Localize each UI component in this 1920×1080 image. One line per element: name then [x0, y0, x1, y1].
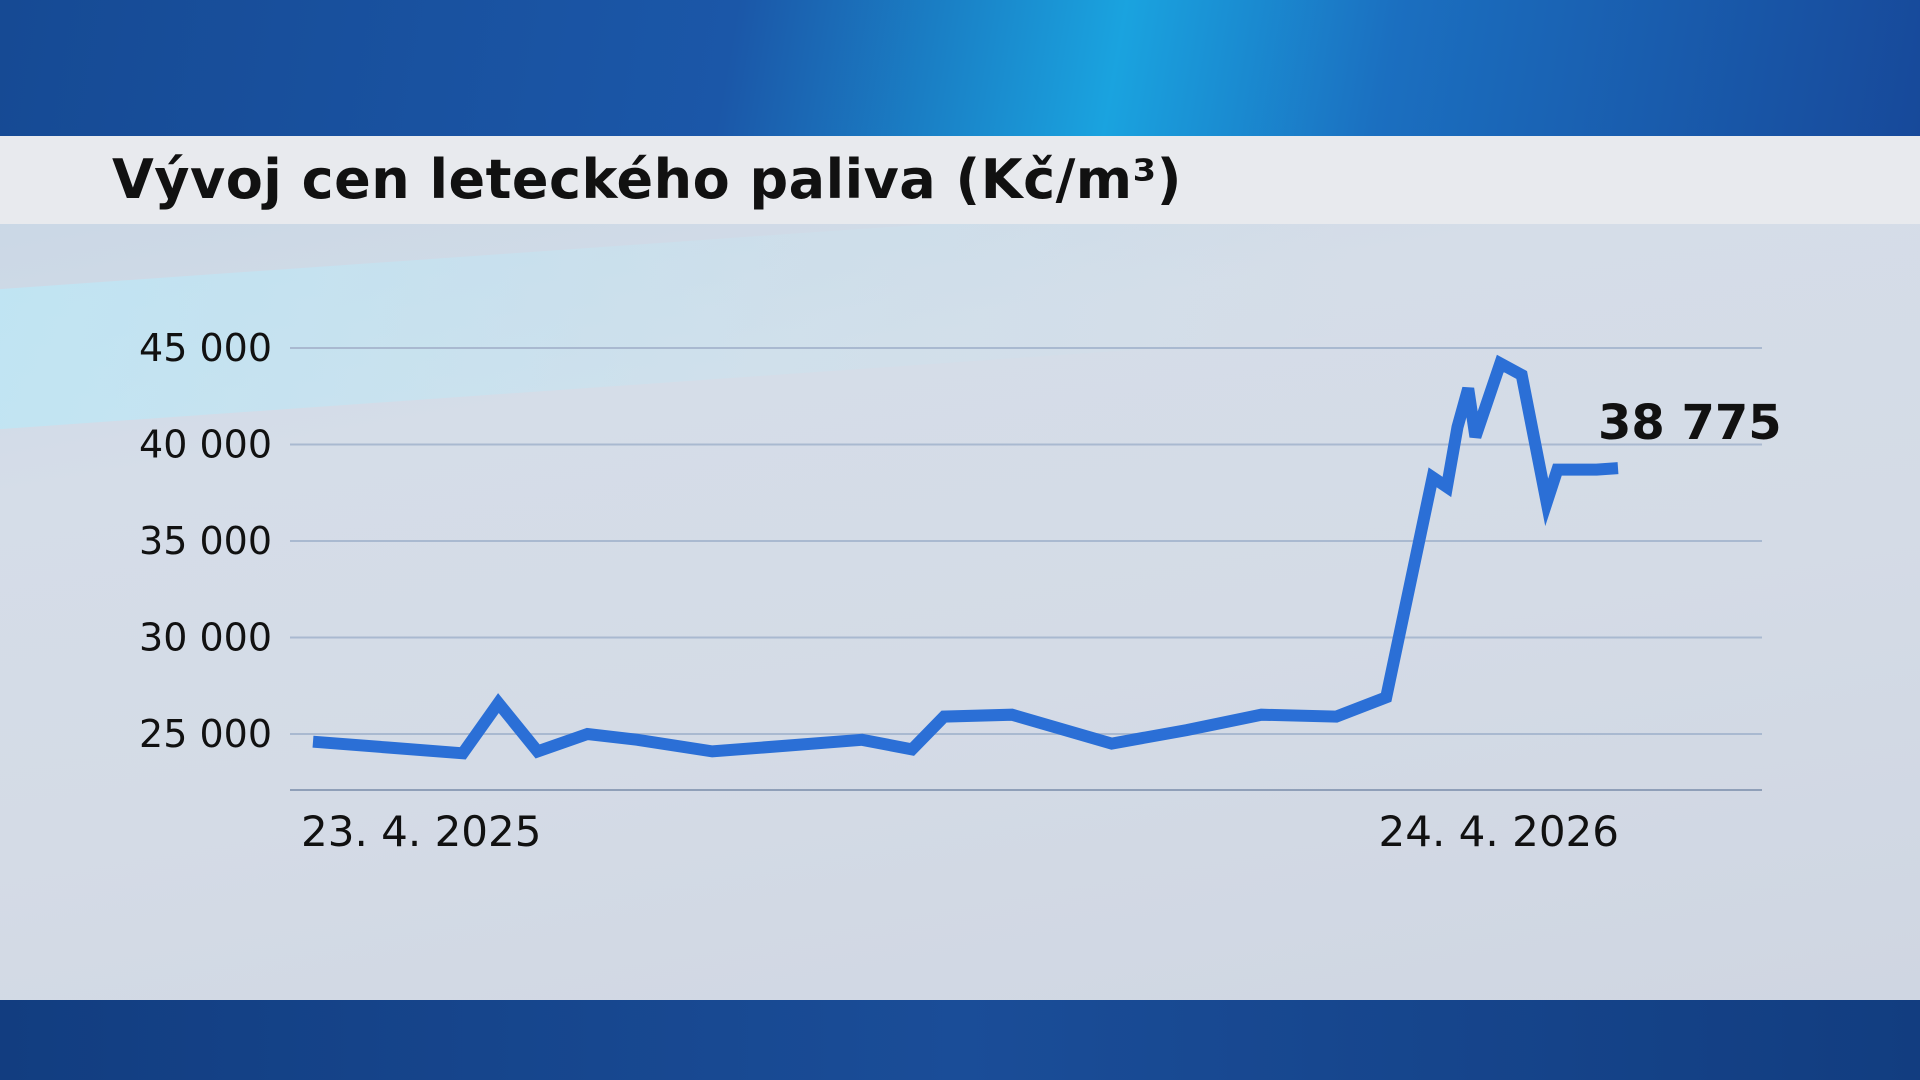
y-tick-label: 45 000 [139, 326, 272, 370]
title-bar [0, 136, 1920, 224]
x-tick-label: 23. 4. 2025 [301, 807, 541, 856]
y-tick-label: 25 000 [139, 712, 272, 756]
grid-lines [290, 347, 1762, 735]
chart-title: Vývoj cen leteckého paliva (Kč/m³) [112, 148, 1182, 211]
series-line [312, 354, 1619, 760]
x-tick-label: 24. 4. 2026 [1379, 807, 1619, 856]
y-tick-label: 30 000 [139, 616, 272, 660]
x-axis-ticks: 23. 4. 2025 24. 4. 2026 [301, 807, 1619, 856]
y-tick-label: 35 000 [139, 519, 272, 563]
y-tick-label: 40 000 [139, 423, 272, 467]
footer-background [0, 1000, 1920, 1080]
header-background [0, 0, 1920, 136]
last-value-label: 38 775 [1598, 395, 1782, 451]
y-axis-ticks: 25 000 30 000 35 000 40 000 45 000 [139, 326, 272, 756]
